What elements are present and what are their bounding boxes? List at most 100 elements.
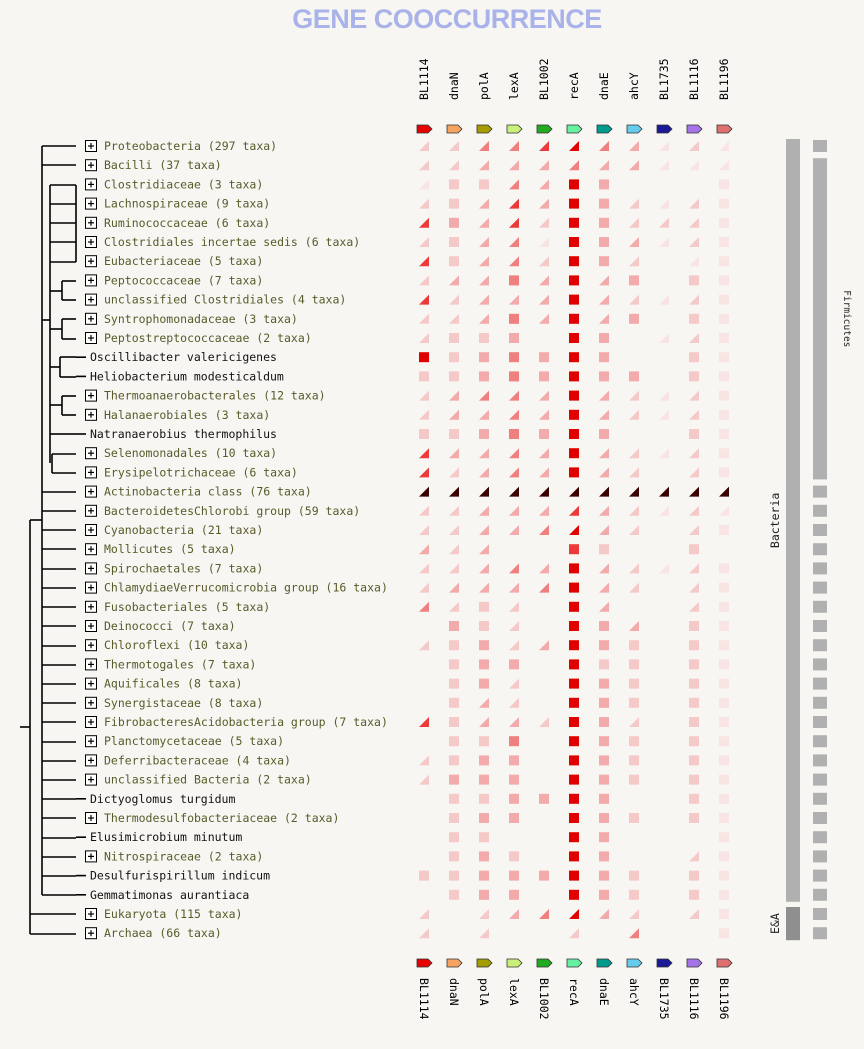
gene-label-top: ahcY (627, 72, 641, 100)
gene-label-top: BL1114 (417, 58, 431, 100)
expand-icon (85, 159, 97, 172)
matrix-cell (479, 371, 489, 382)
matrix-cell (449, 563, 459, 574)
taxon-label: Nitrospiraceae (2 taxa) (104, 849, 263, 863)
taxon-label: Proteobacteria (297 taxa) (104, 139, 277, 153)
matrix-cell (449, 851, 459, 862)
subcategory-cell (813, 524, 827, 536)
matrix-cell (479, 813, 489, 823)
matrix-cell (719, 333, 729, 343)
matrix-cell (479, 851, 489, 862)
taxon-label: Desulfurispirillum indicum (90, 869, 270, 883)
taxon-label: Lachnospiraceae (9 taxa) (104, 197, 270, 211)
gene-arrow-icon (566, 958, 583, 968)
matrix-cell (509, 813, 519, 823)
matrix-cell (689, 198, 699, 209)
matrix-cell (479, 909, 489, 919)
taxon-label: Peptococcaceae (7 taxa) (104, 273, 263, 287)
matrix-cell (719, 390, 729, 401)
matrix-cell (689, 313, 699, 324)
matrix-cell (509, 294, 519, 305)
matrix-cell (689, 736, 699, 747)
expand-icon (85, 927, 97, 940)
matrix-cell (419, 256, 429, 267)
matrix-cell (599, 851, 609, 862)
taxon-label: Gemmatimonas aurantiaca (90, 888, 249, 902)
taxa-labels: Proteobacteria (297 taxa) Bacilli (37 tax… (76, 139, 388, 940)
taxon-label: Mollicutes (5 taxa) (104, 542, 236, 556)
matrix-cell (719, 813, 729, 823)
subcategory-cell (813, 735, 827, 748)
matrix-cell (689, 352, 699, 363)
matrix-cell (629, 237, 639, 247)
matrix-cell (629, 409, 639, 420)
matrix-cell (719, 928, 729, 939)
matrix-cell (539, 256, 549, 267)
matrix-cell (569, 909, 579, 919)
matrix-cell (599, 544, 609, 555)
matrix-cell (569, 736, 579, 747)
expand-icon (85, 485, 97, 498)
matrix-cell (599, 160, 609, 171)
gene-arrow-icon (446, 124, 463, 134)
matrix-cell (479, 640, 489, 651)
matrix-cell (539, 141, 549, 151)
matrix-cell (509, 467, 519, 478)
matrix-cell (629, 275, 639, 286)
taxon-label: Eubacteriaceae (5 taxa) (104, 254, 263, 268)
matrix-cell (629, 678, 639, 689)
expand-icon (85, 312, 97, 325)
matrix-cell (629, 313, 639, 324)
expand-icon (85, 773, 97, 786)
matrix-cell (419, 237, 429, 247)
matrix-cell (689, 909, 699, 919)
matrix-cell (419, 294, 429, 305)
expand-icon (85, 466, 97, 479)
gene-label-top: dnaN (447, 72, 461, 100)
matrix-cell (419, 217, 429, 228)
matrix-cell (719, 640, 729, 651)
matrix-cell (719, 486, 729, 497)
matrix-cell (449, 409, 459, 420)
gene-header-top: BL1114 dnaN polA lexA BL1002 recA dnaE ahcY BL17… (416, 58, 733, 134)
matrix-cell (719, 505, 729, 516)
gene-label-top: BL1735 (657, 58, 671, 100)
matrix-cell (599, 697, 609, 708)
matrix-cell (629, 755, 639, 766)
matrix-cell (509, 736, 519, 747)
gene-header-bottom: BL1114 dnaN polA lexA BL1002 recA dnaE ahcY BL17… (416, 958, 733, 1020)
matrix-cell (719, 275, 729, 286)
matrix-cell (599, 736, 609, 747)
matrix-cell (629, 659, 639, 670)
matrix-cell (509, 352, 519, 363)
matrix-cell (479, 793, 489, 804)
matrix-cell (539, 217, 549, 228)
matrix-cell (569, 429, 579, 439)
matrix-cell (449, 198, 459, 209)
matrix-cell (449, 429, 459, 439)
matrix-cell (509, 179, 519, 190)
matrix-cell (509, 640, 519, 651)
matrix-cell (449, 352, 459, 363)
matrix-cell (719, 582, 729, 593)
matrix-cell (509, 313, 519, 324)
expand-icon (85, 255, 97, 268)
matrix-cell (479, 870, 489, 881)
matrix-cell (539, 563, 549, 574)
matrix-cell (509, 601, 519, 612)
matrix-cell (449, 717, 459, 727)
expand-icon (85, 236, 97, 248)
subcategory-cell (813, 620, 827, 632)
matrix-cell (569, 601, 579, 612)
matrix-cell (449, 697, 459, 708)
matrix-cell (539, 793, 549, 804)
matrix-cell (659, 198, 669, 209)
expand-icon (85, 389, 97, 402)
matrix-cell (419, 717, 429, 727)
matrix-cell (569, 409, 579, 420)
subcategory-cell (813, 562, 827, 575)
subcategory-cell (813, 716, 827, 728)
matrix-cell (479, 659, 489, 670)
matrix-cell (449, 755, 459, 766)
